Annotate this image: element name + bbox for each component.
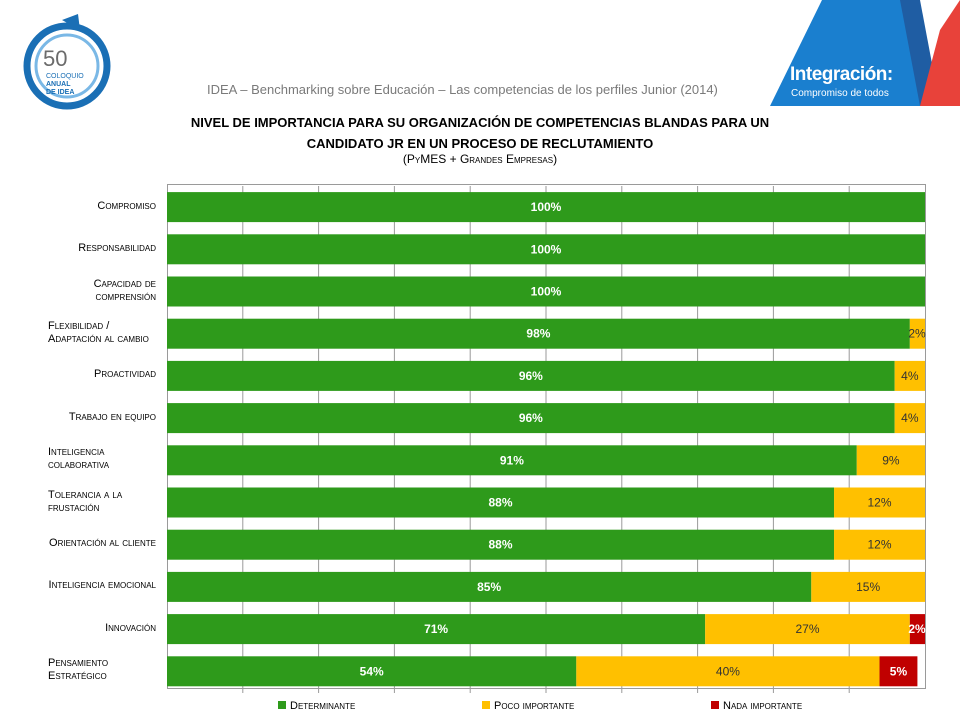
bar-segment-determinante	[167, 360, 895, 391]
bar-segment-determinante	[167, 529, 835, 560]
data-label: 4%	[901, 411, 919, 425]
data-label: 40%	[716, 664, 740, 678]
bar-segment-poco-importante	[894, 403, 925, 434]
data-label: 15%	[856, 580, 880, 594]
category-label: Trabajo en equipo	[68, 410, 156, 423]
svg-text:COLOQUIO: COLOQUIO	[46, 73, 84, 80]
data-label: 96%	[519, 369, 543, 383]
category-label: Inteligencia colaborativa	[48, 446, 110, 472]
chart-title-line2: CANDIDATO JR EN UN PROCESO DE RECLUTAMIE…	[306, 136, 654, 151]
bar-segment-poco-importante	[834, 529, 925, 560]
category-label: Orientación al cliente	[49, 537, 156, 550]
bar-segment-determinante	[167, 614, 706, 645]
data-label: 54%	[360, 664, 384, 678]
category-label: Responsabilidad	[78, 241, 156, 254]
chart-legend: Determinante Poco importante Nada importan…	[270, 700, 870, 714]
category-label: Compromiso	[97, 199, 156, 212]
coloquio-50-logo: 50 COLOQUIO ANUAL DE IDEA	[23, 14, 111, 110]
legend-swatch	[278, 701, 286, 709]
legend-item: Poco importante	[482, 700, 574, 712]
data-label: 12%	[868, 538, 892, 552]
svg-text:ANUAL: ANUAL	[46, 81, 71, 88]
data-label: 98%	[526, 327, 550, 341]
category-label: Inteligencia emocional	[48, 579, 156, 592]
category-label: Proactividad	[93, 368, 156, 381]
bar-segment-poco-importante	[834, 487, 925, 518]
chart-subtitle: (PyMES + Grandes Empresas)	[402, 152, 558, 166]
bar-segment-determinante	[167, 656, 577, 687]
category-label: Flexibilidad / Adaptación al cambio	[48, 319, 149, 345]
data-label: 88%	[489, 538, 513, 552]
bar-segment-poco-importante	[705, 614, 910, 645]
bar-segment-determinante	[167, 571, 812, 602]
legend-label: Nada importante	[723, 700, 803, 712]
data-label: 2%	[908, 327, 926, 341]
category-label: Pensamiento Estratégico	[48, 657, 109, 683]
chart-title: NIVEL DE IMPORTANCIA PARA SU ORGANIZACIÓ…	[100, 112, 860, 154]
bar-segment-determinante	[167, 276, 925, 307]
bar-segment-determinante	[167, 445, 857, 476]
data-label: 85%	[477, 580, 501, 594]
legend-swatch	[711, 701, 719, 709]
bar-segment-poco-importante	[894, 360, 925, 391]
data-label: 100%	[531, 242, 562, 256]
data-label: 2%	[908, 622, 926, 636]
banner-title: Integración:	[790, 64, 893, 85]
bar-segment-determinante	[167, 192, 925, 223]
bar-segment-determinante	[167, 403, 895, 434]
bar-segment-determinante	[167, 318, 910, 349]
legend-label: Poco importante	[494, 700, 575, 712]
integracion-banner	[770, 0, 960, 106]
data-label: 100%	[531, 200, 562, 214]
bar-segment-determinante	[167, 234, 925, 265]
legend-swatch	[482, 701, 490, 709]
bar-segment-poco-importante	[909, 318, 925, 349]
data-label: 96%	[519, 411, 543, 425]
legend-item: Nada importante	[711, 700, 802, 712]
bar-segment-nada-importante	[909, 614, 925, 645]
data-label: 88%	[489, 496, 513, 510]
category-label: Capacidad de comprensión	[93, 277, 156, 303]
data-label: 71%	[424, 622, 448, 636]
bar-segment-determinante	[167, 487, 835, 518]
bar-segment-poco-importante	[811, 571, 925, 602]
data-label: 9%	[882, 453, 900, 467]
data-label: 27%	[795, 622, 819, 636]
data-label: 5%	[890, 664, 908, 678]
data-label: 12%	[868, 496, 892, 510]
category-label: Innovación	[105, 621, 156, 634]
data-label: 4%	[901, 369, 919, 383]
data-label: 91%	[500, 453, 524, 467]
chart-title-line1: NIVEL DE IMPORTANCIA PARA SU ORGANIZACIÓ…	[190, 115, 770, 130]
banner-subtitle: Compromiso de todos	[791, 88, 889, 99]
svg-text:DE IDEA: DE IDEA	[46, 89, 74, 96]
bar-segment-poco-importante	[576, 656, 880, 687]
bar-segment-poco-importante	[856, 445, 925, 476]
legend-label: Determinante	[290, 700, 356, 712]
legend-item: Determinante	[278, 700, 355, 712]
bar-segment-nada-importante	[879, 656, 918, 687]
category-label: Tolerancia a la frustación	[48, 488, 123, 514]
svg-text:50: 50	[43, 46, 67, 71]
report-subtitle: IDEA – Benchmarking sobre Educación – La…	[207, 82, 718, 97]
data-label: 100%	[531, 285, 562, 299]
